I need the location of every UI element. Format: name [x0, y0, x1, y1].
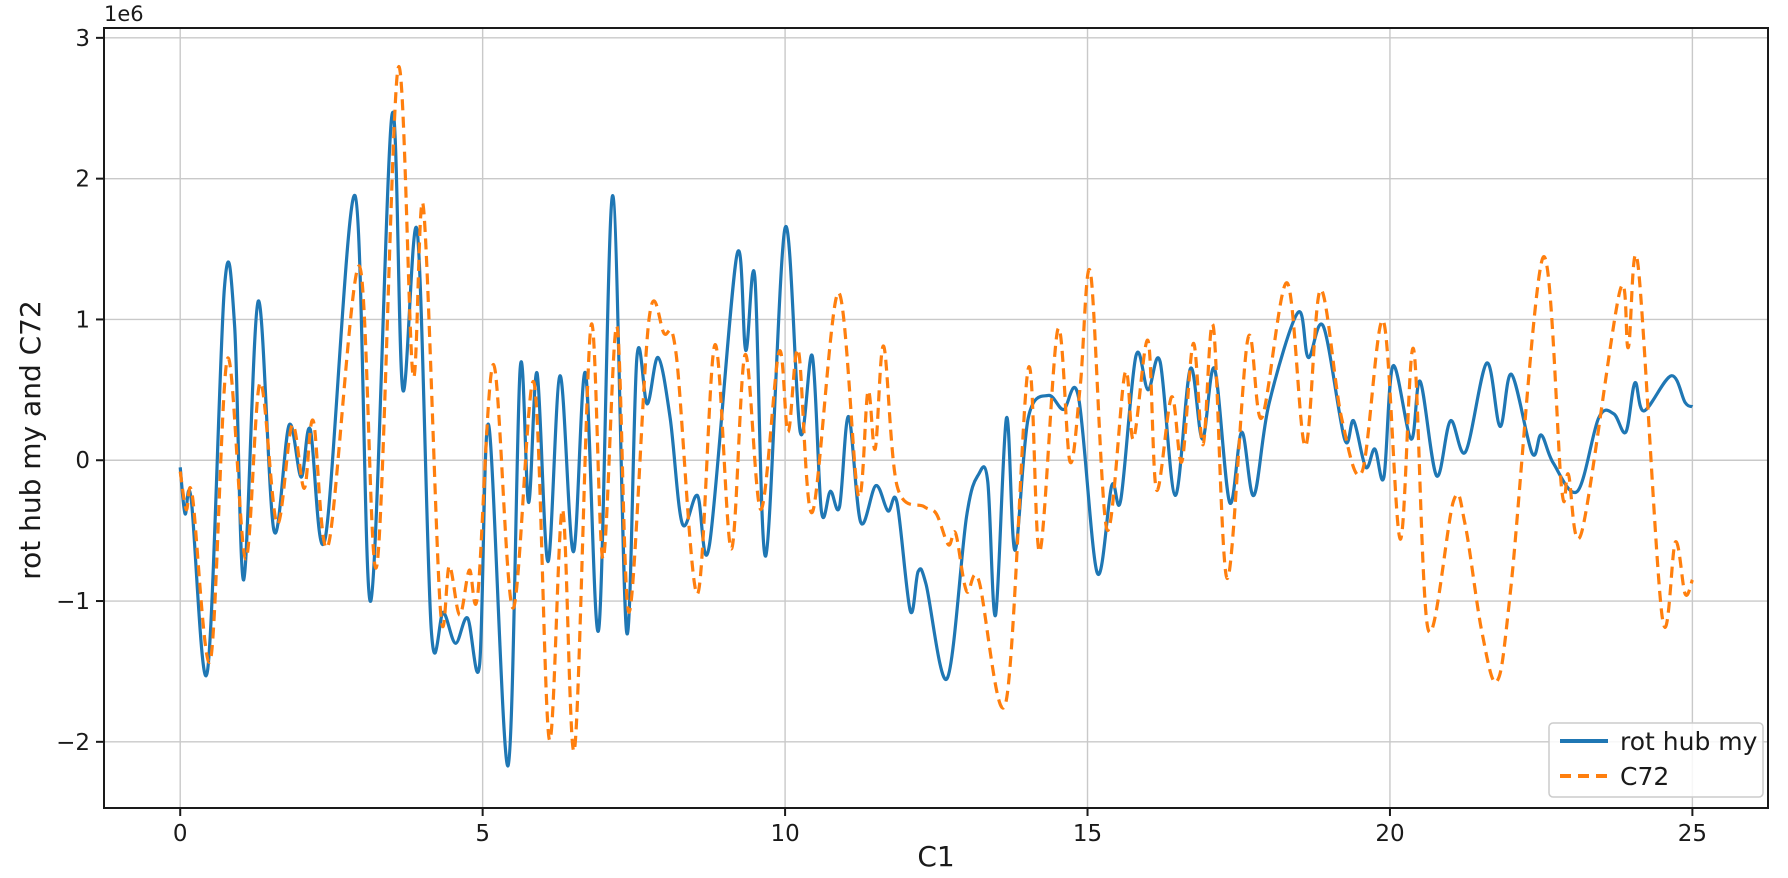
tick-marks-and-labels: 0 5 10 15 20 25 −2 −1 0 1 2 3 — [56, 26, 1707, 847]
x-tick-label-20: 20 — [1375, 821, 1404, 847]
series-layer — [178, 65, 1694, 768]
legend: rot hub my C72 — [1548, 722, 1764, 798]
x-tick-label-15: 15 — [1073, 821, 1102, 847]
gridlines — [104, 28, 1768, 808]
y-axis-label: rot hub my and C72 — [14, 300, 47, 580]
x-tick-label-25: 25 — [1678, 821, 1707, 847]
y-tick-label-1: 1 — [75, 307, 90, 333]
axes-spines — [103, 27, 1769, 809]
legend-label-c72: C72 — [1620, 762, 1669, 791]
legend-label-rot-hub-my: rot hub my — [1620, 727, 1758, 756]
y-axis-offset-text: 1e6 — [104, 2, 144, 26]
x-axis-label: C1 — [917, 840, 954, 873]
series-line-c72 — [178, 65, 1694, 753]
x-tick-label-10: 10 — [770, 821, 799, 847]
series-line-rot-hub-my — [178, 110, 1694, 768]
y-tick-label--2: −2 — [56, 730, 90, 756]
y-tick-label-0: 0 — [75, 448, 90, 474]
y-tick-label-3: 3 — [75, 26, 90, 52]
x-tick-label-5: 5 — [475, 821, 490, 847]
axes-frame — [103, 27, 1769, 809]
y-tick-label--1: −1 — [56, 589, 90, 615]
y-tick-label-2: 2 — [75, 167, 90, 193]
x-tick-label-0: 0 — [173, 821, 188, 847]
